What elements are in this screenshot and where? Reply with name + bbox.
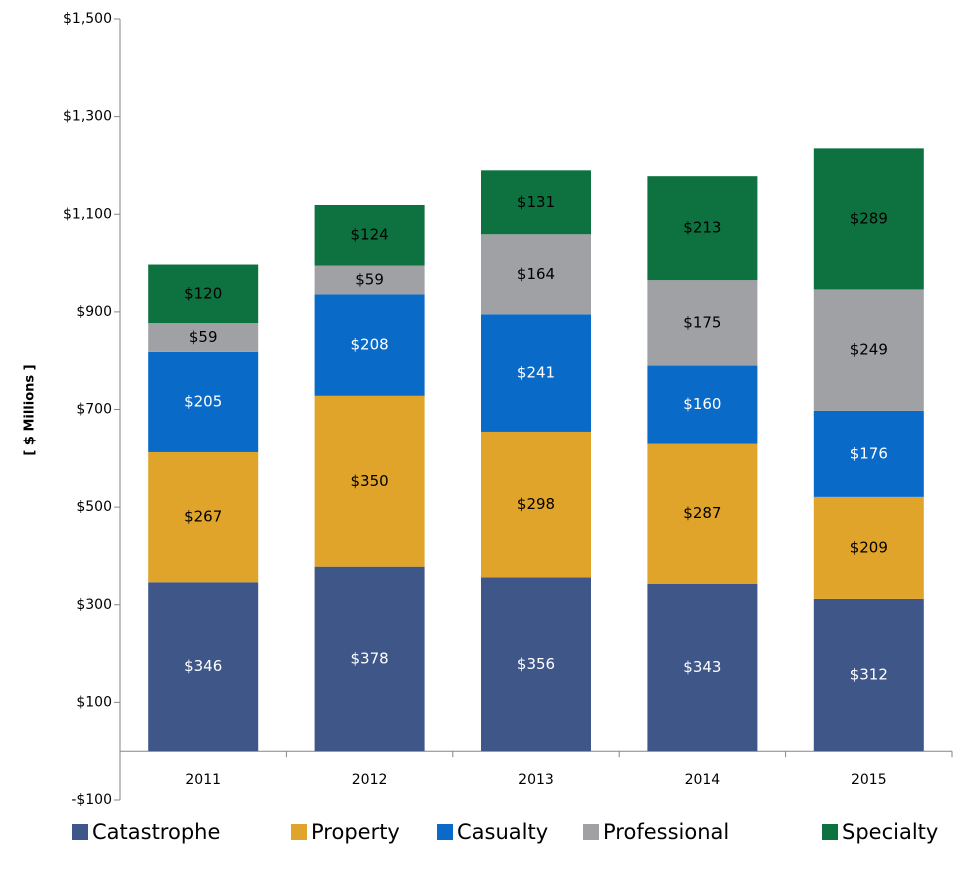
x-tick-label: 2015 bbox=[851, 772, 887, 788]
y-tick-label: $500 bbox=[76, 499, 112, 515]
data-label: $120 bbox=[184, 284, 222, 302]
legend-label: Catastrophe bbox=[92, 820, 220, 844]
data-label: $241 bbox=[517, 364, 555, 382]
bar-segment bbox=[481, 314, 591, 432]
bar-segment bbox=[481, 234, 591, 315]
x-tick-label: 2013 bbox=[518, 772, 554, 788]
bar-segment bbox=[481, 577, 591, 752]
bar-segment bbox=[647, 443, 758, 584]
y-tick-label: $1,300 bbox=[63, 109, 112, 125]
bar-segment bbox=[148, 451, 259, 583]
data-label: $346 bbox=[184, 657, 222, 675]
data-label: $160 bbox=[683, 395, 721, 413]
bar-segment bbox=[148, 323, 259, 352]
data-label: $209 bbox=[850, 538, 888, 556]
bar-segment bbox=[813, 410, 924, 497]
data-label: $249 bbox=[850, 341, 888, 359]
bar-segment bbox=[314, 265, 425, 295]
bar-segment bbox=[813, 598, 924, 752]
bar-segment bbox=[647, 176, 758, 281]
bar-segment bbox=[647, 365, 758, 444]
bar-segment bbox=[813, 289, 924, 411]
data-label: $312 bbox=[850, 666, 888, 684]
legend-label: Specialty bbox=[842, 820, 938, 844]
data-label: $176 bbox=[850, 444, 888, 462]
legend-label: Property bbox=[311, 820, 400, 844]
data-label: $164 bbox=[517, 265, 555, 283]
bar-segment bbox=[314, 566, 425, 752]
bar-segment bbox=[813, 148, 924, 290]
data-label: $287 bbox=[683, 504, 721, 522]
legend-label: Casualty bbox=[457, 820, 548, 844]
bar-segment bbox=[148, 351, 259, 452]
legend-swatch bbox=[291, 824, 307, 840]
legend-swatch bbox=[72, 824, 88, 840]
legend-swatch bbox=[437, 824, 453, 840]
data-label: $124 bbox=[351, 226, 389, 244]
data-label: $208 bbox=[351, 336, 389, 354]
bar-segment bbox=[314, 294, 425, 396]
bar-segment bbox=[813, 496, 924, 599]
y-tick-label: -$100 bbox=[71, 792, 112, 808]
y-tick-label: $1,500 bbox=[63, 11, 112, 27]
bar-segment bbox=[647, 280, 758, 366]
data-label: $205 bbox=[184, 392, 222, 410]
bar-segment bbox=[314, 204, 425, 266]
data-label: $350 bbox=[351, 472, 389, 490]
data-label: $59 bbox=[189, 328, 218, 346]
x-tick-label: 2012 bbox=[352, 772, 388, 788]
y-tick-label: $300 bbox=[76, 597, 112, 613]
legend-label: Professional bbox=[603, 820, 729, 844]
data-label: $175 bbox=[683, 313, 721, 331]
legend-swatch bbox=[583, 824, 599, 840]
y-tick-label: $700 bbox=[76, 402, 112, 418]
bar-segment bbox=[148, 264, 259, 324]
x-tick-label: 2014 bbox=[685, 772, 721, 788]
y-tick-label: $900 bbox=[76, 304, 112, 320]
x-tick-label: 2011 bbox=[185, 772, 221, 788]
data-label: $298 bbox=[517, 495, 555, 513]
bar-segment bbox=[481, 170, 591, 235]
data-label: $343 bbox=[683, 658, 721, 676]
data-label: $213 bbox=[683, 219, 721, 237]
bar-segment bbox=[148, 582, 259, 752]
legend-swatch bbox=[822, 824, 838, 840]
data-label: $131 bbox=[517, 193, 555, 211]
data-label: $356 bbox=[517, 655, 555, 673]
data-label: $267 bbox=[184, 508, 222, 526]
data-label: $59 bbox=[355, 270, 384, 288]
bar-segment bbox=[481, 431, 591, 578]
bar-segment bbox=[314, 395, 425, 567]
y-tick-label: $1,100 bbox=[63, 206, 112, 222]
bar-segment bbox=[647, 583, 758, 752]
data-label: $378 bbox=[351, 649, 389, 667]
data-label: $289 bbox=[850, 209, 888, 227]
y-axis-label: [ $ Millions ] bbox=[23, 364, 38, 455]
y-tick-label: $100 bbox=[76, 694, 112, 710]
